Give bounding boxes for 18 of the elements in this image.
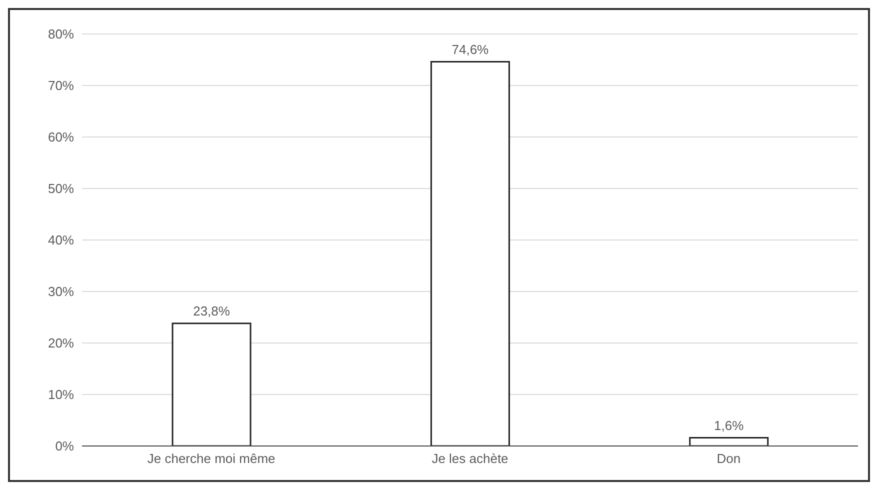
x-tick-label: Je cherche moi même [147,451,276,466]
y-tick-label: 30% [48,284,74,300]
x-tick-label: Don [716,451,741,466]
bar [689,437,769,446]
y-tick-label: 70% [48,78,74,94]
y-tick-label: 80% [48,26,74,42]
bar [430,61,510,446]
y-tick-label: 40% [48,232,74,248]
data-label: 74,6% [452,42,490,57]
data-label: 1,6% [714,418,744,433]
y-tick-label: 0% [55,438,74,454]
bar [172,322,252,446]
x-tick-label: Je les achète [432,451,508,466]
data-label: 23,8% [193,303,230,318]
y-tick-label: 20% [48,336,74,351]
y-tick-label: 50% [48,181,74,196]
y-tick-label: 10% [48,387,74,402]
y-tick-label: 60% [48,130,74,145]
